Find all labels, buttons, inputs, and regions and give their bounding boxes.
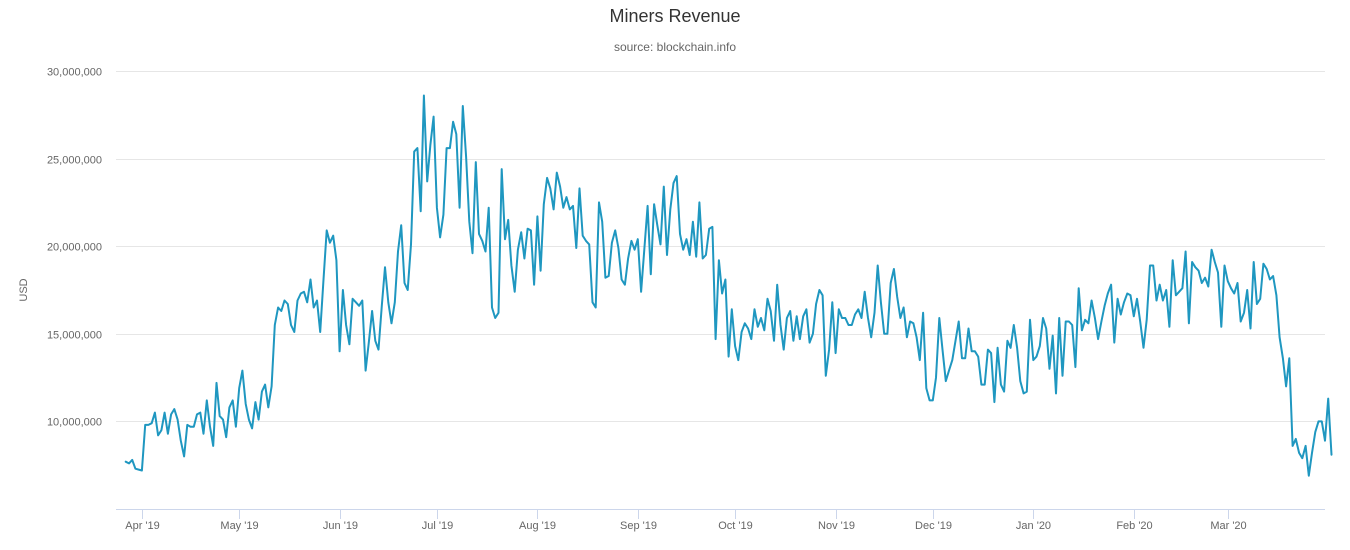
x-tick-label: Oct '19 bbox=[718, 520, 753, 532]
y-tick-label: 15,000,000 bbox=[47, 330, 102, 342]
series-line-miners-revenue bbox=[124, 94, 1333, 477]
y-axis-title: USD bbox=[18, 278, 30, 301]
x-tick-label: Aug '19 bbox=[519, 520, 556, 532]
y-tick-label: 20,000,000 bbox=[47, 242, 102, 254]
y-tick-label: 10,000,000 bbox=[47, 417, 102, 429]
x-tick-label: Jun '19 bbox=[323, 520, 358, 532]
x-tick-label: Feb '20 bbox=[1116, 520, 1152, 532]
x-tick-label: Jan '20 bbox=[1016, 520, 1051, 532]
y-tick-label: 30,000,000 bbox=[47, 67, 102, 79]
x-tick-label: Sep '19 bbox=[620, 520, 657, 532]
x-tick-label: Apr '19 bbox=[125, 520, 160, 532]
chart-subtitle: source: blockchain.info bbox=[613, 40, 737, 54]
x-tick-label: Jul '19 bbox=[422, 520, 453, 532]
x-tick-label: Mar '20 bbox=[1210, 520, 1246, 532]
x-tick-label: Nov '19 bbox=[818, 520, 855, 532]
chart-title: Miners Revenue bbox=[609, 6, 741, 26]
x-tick-label: Dec '19 bbox=[915, 520, 952, 532]
x-tick-label: May '19 bbox=[220, 520, 258, 532]
y-tick-label: 25,000,000 bbox=[47, 155, 102, 167]
